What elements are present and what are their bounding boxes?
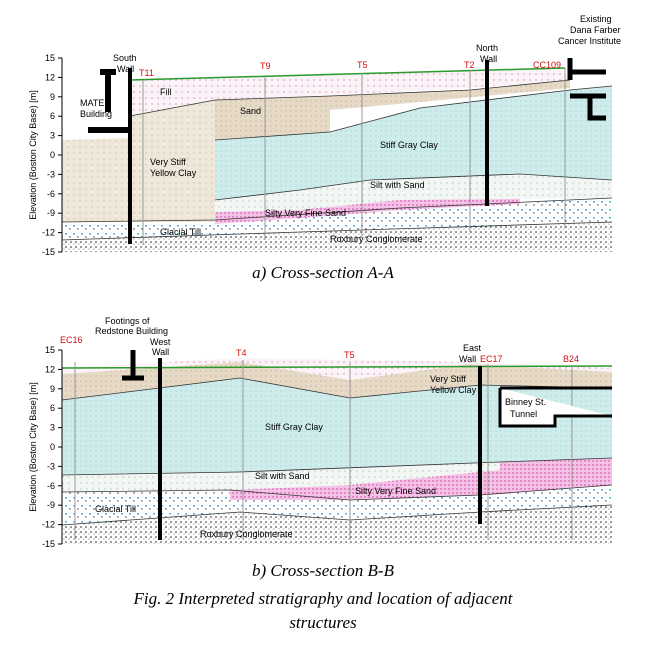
y-tick-label: 6 bbox=[50, 403, 55, 413]
label: East bbox=[463, 343, 482, 353]
layer-gray-clay bbox=[215, 86, 612, 200]
y-tick-label: 12 bbox=[45, 364, 55, 374]
caption: b) Cross-section B-B bbox=[252, 561, 395, 580]
label: T4 bbox=[236, 348, 247, 358]
layer-fill bbox=[62, 358, 612, 380]
label: Wall bbox=[152, 347, 169, 357]
y-tick-label: 0 bbox=[50, 150, 55, 160]
y-tick-label: -15 bbox=[42, 539, 55, 549]
layer-silty-sand bbox=[230, 458, 612, 500]
figure-caption: structures bbox=[289, 613, 357, 632]
caption: a) Cross-section A-A bbox=[252, 263, 394, 282]
layer-gray-clay bbox=[62, 378, 612, 475]
label: Wall bbox=[117, 64, 134, 74]
label: Very Stiff bbox=[150, 157, 186, 167]
layer-till bbox=[62, 198, 612, 240]
panel-b: EC16 Footings of Redstone Building West … bbox=[28, 316, 613, 580]
y-tick-label: 3 bbox=[50, 423, 55, 433]
y-tick-label: 6 bbox=[50, 111, 55, 121]
ground-surface bbox=[61, 365, 613, 369]
y-tick-label: -9 bbox=[47, 500, 55, 510]
y-tick-label: -15 bbox=[42, 247, 55, 257]
label: North bbox=[476, 43, 498, 53]
label: Dana Farber bbox=[570, 25, 621, 35]
label: CC109 bbox=[533, 60, 561, 70]
y-tick-label: -12 bbox=[42, 520, 55, 530]
y-axis-label: Elevation (Boston City Base) [m] bbox=[28, 382, 38, 512]
label: T5 bbox=[357, 60, 368, 70]
label: Sand bbox=[240, 106, 261, 116]
layer-sand bbox=[215, 96, 330, 140]
y-tick-label: -6 bbox=[47, 481, 55, 491]
y-tick-label: -6 bbox=[47, 189, 55, 199]
y-tick-label: 9 bbox=[50, 384, 55, 394]
panel-a: South Wall T11 T9 T5 T2 North Wall CC109… bbox=[28, 14, 621, 282]
boreholes bbox=[142, 68, 566, 245]
layer-fill bbox=[130, 68, 570, 116]
layer-silt bbox=[215, 174, 612, 212]
layer-sand-2 bbox=[330, 80, 570, 110]
label: Very Stiff bbox=[430, 374, 466, 384]
label: Silty Very Fine Sand bbox=[265, 208, 346, 218]
y-tick-label: -3 bbox=[47, 461, 55, 471]
label: B24 bbox=[563, 354, 579, 364]
layer-silt bbox=[62, 462, 500, 492]
label: EC17 bbox=[480, 354, 503, 364]
label: Binney St. bbox=[505, 397, 546, 407]
dana-farber-building bbox=[567, 58, 606, 121]
label: Stiff Gray Clay bbox=[265, 422, 323, 432]
figure-caption: Fig. 2 Interpreted stratigraphy and loca… bbox=[133, 589, 514, 608]
label: T2 bbox=[464, 60, 475, 70]
label: Yellow Clay bbox=[150, 168, 197, 178]
layer-roxbury bbox=[62, 505, 612, 544]
label: Stiff Gray Clay bbox=[380, 140, 438, 150]
label: T9 bbox=[260, 61, 271, 71]
boreholes bbox=[74, 360, 573, 540]
ground-surface bbox=[129, 67, 566, 81]
y-tick-label: 0 bbox=[50, 442, 55, 452]
layer-boundaries bbox=[61, 79, 613, 241]
layer-yellow-clay bbox=[62, 100, 215, 222]
label: Silty Very Fine Sand bbox=[355, 486, 436, 496]
label: Tunnel bbox=[510, 409, 537, 419]
label: Silt with Sand bbox=[370, 180, 425, 190]
layer-yellow-clay bbox=[62, 362, 612, 400]
y-axis-label: Elevation (Boston City Base) [m] bbox=[28, 90, 38, 220]
label: Wall bbox=[480, 54, 497, 64]
matep-building bbox=[88, 69, 128, 133]
label: Yellow Clay bbox=[430, 385, 477, 395]
y-tick-label: 3 bbox=[50, 131, 55, 141]
label: Silt with Sand bbox=[255, 471, 310, 481]
y-tick-label: 15 bbox=[45, 345, 55, 355]
label: T5 bbox=[344, 350, 355, 360]
layer-till bbox=[62, 485, 612, 525]
label: Roxbury Conglomerate bbox=[330, 234, 423, 244]
y-tick-label: -9 bbox=[47, 208, 55, 218]
label: Roxbury Conglomerate bbox=[200, 529, 293, 539]
y-tick-label: 12 bbox=[45, 72, 55, 82]
label: Existing bbox=[580, 14, 612, 24]
label: T11 bbox=[139, 68, 154, 78]
label: Fill bbox=[160, 87, 172, 97]
label: Glacial Till bbox=[160, 227, 201, 237]
label: South bbox=[113, 53, 137, 63]
y-tick-label: 9 bbox=[50, 92, 55, 102]
y-tick-label: -12 bbox=[42, 228, 55, 238]
label: Building bbox=[80, 109, 112, 119]
label: MATEP bbox=[80, 98, 110, 108]
label: Glacial Till bbox=[95, 504, 136, 514]
label: Cancer Institute bbox=[558, 36, 621, 46]
label: Redstone Building bbox=[95, 326, 168, 336]
label: Footings of bbox=[105, 316, 150, 326]
label: Wall bbox=[459, 354, 476, 364]
y-tick-label: 15 bbox=[45, 53, 55, 63]
y-tick-label: -3 bbox=[47, 169, 55, 179]
label: EC16 bbox=[60, 335, 83, 345]
footings bbox=[122, 350, 144, 381]
label: West bbox=[150, 337, 171, 347]
tunnel bbox=[498, 386, 612, 428]
